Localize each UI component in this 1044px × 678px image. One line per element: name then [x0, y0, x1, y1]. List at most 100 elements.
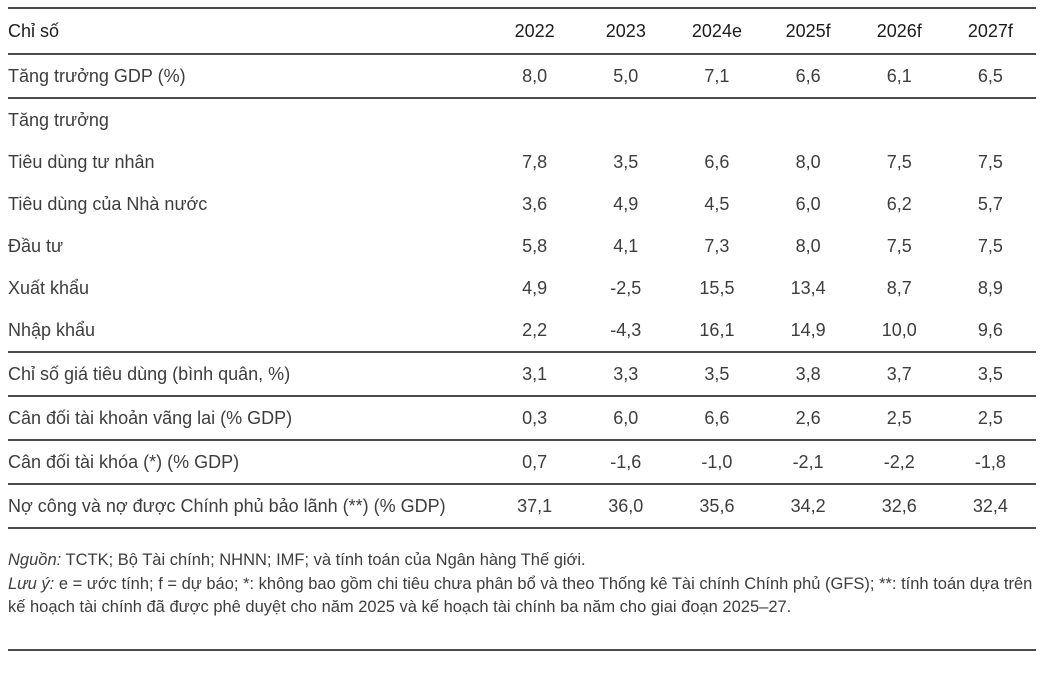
footnotes: Nguồn: TCTK; Bộ Tài chính; NHNN; IMF; và… [8, 549, 1036, 619]
cell-value: 6,6 [795, 65, 821, 86]
table-row: Nợ công và nợ được Chính phủ bảo lãnh (*… [8, 484, 1036, 528]
cell-value: 13,4 [790, 277, 826, 298]
cell-value: 32,6 [881, 495, 917, 516]
cell-value: 5,0 [613, 65, 639, 86]
cell-value: 3,5 [704, 363, 730, 384]
cell-value: 6,5 [977, 65, 1003, 86]
cell-value: 16,1 [699, 319, 735, 340]
table-row: Chỉ số giá tiêu dùng (bình quân, %) 3,1 … [8, 352, 1036, 396]
cell-value: 8,0 [795, 151, 821, 172]
cell-empty [945, 98, 1036, 141]
cell-value: 7,8 [522, 151, 548, 172]
column-header-year: 2022 [514, 20, 555, 41]
cell-value: 3,8 [795, 363, 821, 384]
source-note-text: TCTK; Bộ Tài chính; NHNN; IMF; và tính t… [61, 551, 586, 569]
cell-value: 9,6 [977, 319, 1003, 340]
table-row: Tiêu dùng của Nhà nước 3,6 4,9 4,5 6,0 6… [8, 183, 1036, 225]
economic-indicators-table: Chỉ số 2022 2023 2024e 2025f 2026f 2027f… [8, 7, 1036, 529]
cell-value: 37,1 [517, 495, 553, 516]
bottom-divider [8, 649, 1036, 651]
column-header-year: 2025f [785, 20, 831, 41]
cell-value: 7,1 [704, 65, 730, 86]
row-label: Đầu tư [8, 235, 64, 256]
cell-value: 15,5 [699, 277, 735, 298]
row-label: Nhập khẩu [8, 319, 96, 340]
table-row: Đầu tư 5,8 4,1 7,3 8,0 7,5 7,5 [8, 225, 1036, 267]
cell-value: -4,3 [610, 319, 642, 340]
remark-note: Lưu ý: e = ước tính; f = dự báo; *: khôn… [8, 573, 1036, 619]
cell-value: 6,1 [886, 65, 912, 86]
cell-value: 8,7 [886, 277, 912, 298]
cell-value: 7,5 [977, 235, 1003, 256]
row-label: Tiêu dùng tư nhân [8, 151, 155, 172]
cell-value: 8,0 [522, 65, 548, 86]
cell-value: -2,1 [792, 451, 824, 472]
source-note: Nguồn: TCTK; Bộ Tài chính; NHNN; IMF; và… [8, 549, 1036, 572]
cell-value: 6,2 [886, 193, 912, 214]
cell-value: -2,5 [610, 277, 642, 298]
cell-value: 7,5 [977, 151, 1003, 172]
table-row: Tăng trưởng GDP (%) 8,0 5,0 7,1 6,6 6,1 … [8, 54, 1036, 98]
table-row: Cân đối tài khoản vãng lai (% GDP) 0,3 6… [8, 396, 1036, 440]
cell-value: 7,3 [704, 235, 730, 256]
row-label: Cân đối tài khóa (*) (% GDP) [8, 451, 240, 472]
cell-value: 6,0 [613, 407, 639, 428]
row-label: Tăng trưởng GDP (%) [8, 65, 186, 86]
cell-value: 7,5 [886, 235, 912, 256]
table-row: Nhập khẩu 2,2 -4,3 16,1 14,9 10,0 9,6 [8, 309, 1036, 352]
table-section-row: Tăng trưởng [8, 98, 1036, 141]
table-row: Tiêu dùng tư nhân 7,8 3,5 6,6 8,0 7,5 7,… [8, 141, 1036, 183]
cell-value: 10,0 [881, 319, 917, 340]
cell-value: 8,0 [795, 235, 821, 256]
source-note-label: Nguồn: [8, 551, 62, 569]
cell-value: -1,8 [974, 451, 1006, 472]
column-header-indicator: Chỉ số [8, 20, 60, 41]
cell-empty [854, 98, 945, 141]
cell-value: 3,5 [977, 363, 1003, 384]
cell-value: 2,5 [977, 407, 1003, 428]
cell-value: 6,6 [704, 151, 730, 172]
cell-value: 0,3 [522, 407, 548, 428]
cell-value: 32,4 [972, 495, 1008, 516]
cell-value: 3,7 [886, 363, 912, 384]
section-label: Tăng trưởng [8, 109, 109, 130]
table-row: Cân đối tài khóa (*) (% GDP) 0,7 -1,6 -1… [8, 440, 1036, 484]
cell-value: 8,9 [977, 277, 1003, 298]
cell-empty [763, 98, 854, 141]
row-label: Cân đối tài khoản vãng lai (% GDP) [8, 407, 293, 428]
cell-value: 2,6 [795, 407, 821, 428]
column-header-year: 2023 [605, 20, 646, 41]
row-label: Xuất khẩu [8, 277, 90, 298]
cell-empty [671, 98, 762, 141]
cell-value: 0,7 [522, 451, 548, 472]
row-label: Nợ công và nợ được Chính phủ bảo lãnh (*… [8, 495, 446, 516]
cell-empty [580, 98, 671, 141]
cell-empty [489, 98, 580, 141]
cell-value: 5,7 [977, 193, 1003, 214]
cell-value: 2,5 [886, 407, 912, 428]
cell-value: -1,0 [701, 451, 733, 472]
remark-note-label: Lưu ý: [8, 575, 55, 593]
cell-value: 4,1 [613, 235, 639, 256]
cell-value: -1,6 [610, 451, 642, 472]
cell-value: 7,5 [886, 151, 912, 172]
cell-value: 4,5 [704, 193, 730, 214]
cell-value: 35,6 [699, 495, 735, 516]
column-header-year: 2024e [691, 20, 742, 41]
cell-value: 34,2 [790, 495, 826, 516]
cell-value: 3,1 [522, 363, 548, 384]
cell-value: 4,9 [522, 277, 548, 298]
column-header-year: 2026f [876, 20, 922, 41]
cell-value: 14,9 [790, 319, 826, 340]
cell-value: 2,2 [522, 319, 548, 340]
cell-value: 3,3 [613, 363, 639, 384]
cell-value: 4,9 [613, 193, 639, 214]
row-label: Chỉ số giá tiêu dùng (bình quân, %) [8, 363, 291, 384]
cell-value: -2,2 [883, 451, 915, 472]
cell-value: 3,5 [613, 151, 639, 172]
cell-value: 6,0 [795, 193, 821, 214]
table-header-row: Chỉ số 2022 2023 2024e 2025f 2026f 2027f [8, 8, 1036, 54]
cell-value: 36,0 [608, 495, 644, 516]
remark-note-text: e = ước tính; f = dự báo; *: không bao g… [8, 575, 1033, 616]
